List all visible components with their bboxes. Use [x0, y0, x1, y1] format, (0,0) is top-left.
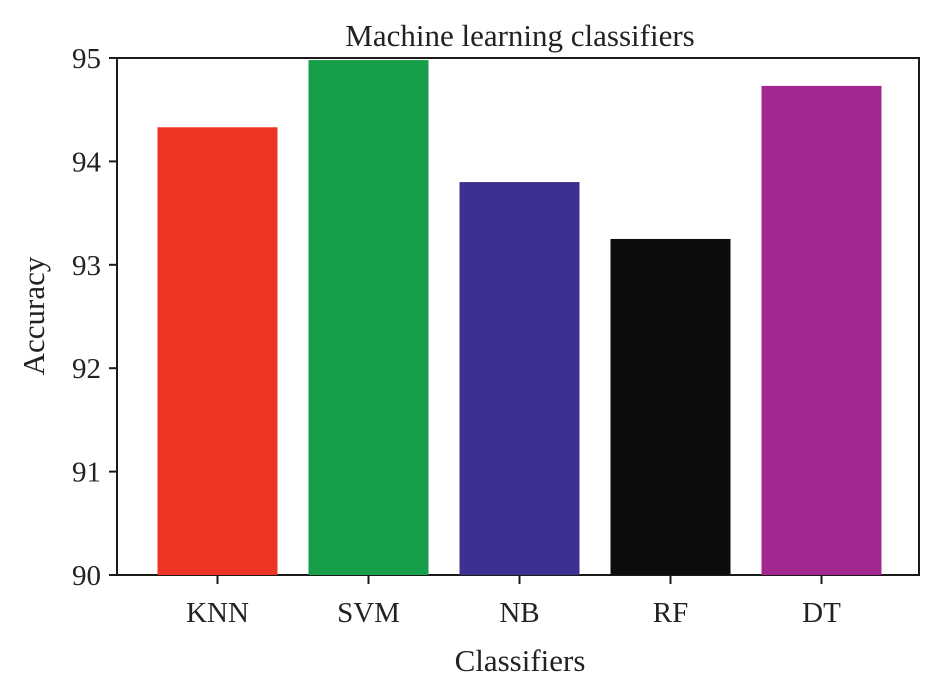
chart-title: Machine learning classifiers: [345, 18, 694, 53]
y-axis-label: Accuracy: [16, 256, 51, 375]
y-tick-label: 90: [72, 560, 101, 592]
y-tick-label: 94: [72, 146, 102, 178]
y-axis-ticks: 90 91 92 93 94 95: [72, 43, 117, 592]
x-tick-label-rf: RF: [653, 597, 688, 629]
y-tick-label: 95: [72, 43, 101, 75]
y-tick-label: 91: [72, 457, 101, 489]
y-tick-label: 93: [72, 250, 101, 282]
x-tick-label-knn: KNN: [186, 597, 249, 629]
bar-svm: [308, 60, 429, 576]
bars-layer: [157, 60, 882, 576]
x-axis-ticks: KNN SVM NB RF DT: [186, 575, 841, 629]
x-tick-label-dt: DT: [802, 597, 841, 629]
x-tick-label-nb: NB: [499, 597, 539, 629]
x-axis-label: Classifiers: [455, 643, 586, 678]
bar-nb: [459, 182, 580, 575]
x-tick-label-svm: SVM: [337, 597, 400, 629]
y-tick-label: 92: [72, 353, 101, 385]
bar-knn: [157, 127, 278, 575]
bar-dt: [761, 85, 882, 575]
bar-rf: [610, 238, 731, 575]
